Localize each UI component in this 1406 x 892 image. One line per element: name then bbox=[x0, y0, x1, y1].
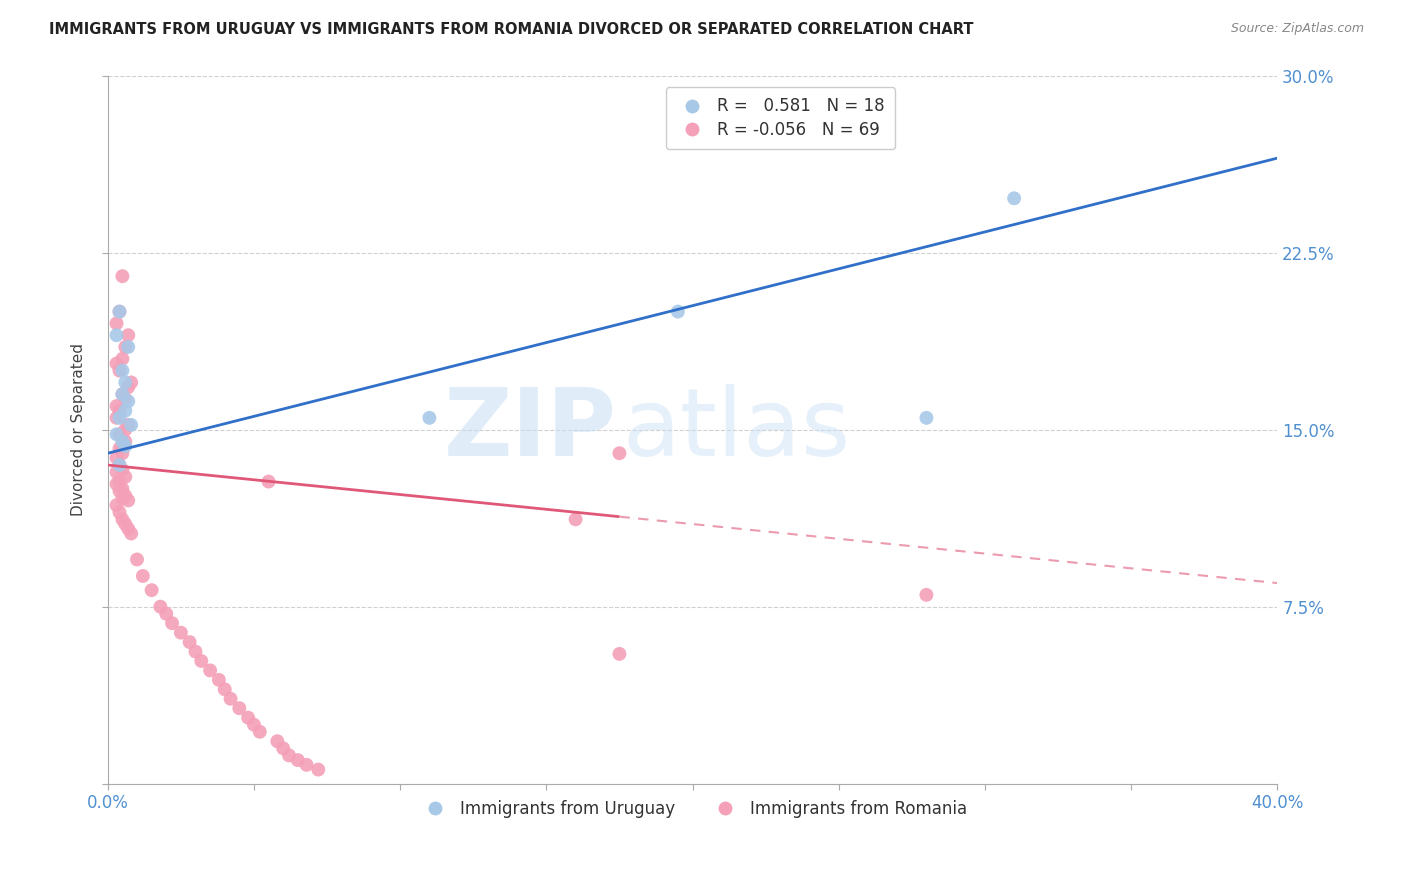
Point bbox=[108, 458, 131, 472]
Point bbox=[1002, 191, 1025, 205]
Point bbox=[141, 583, 163, 598]
Point bbox=[915, 410, 938, 425]
Point bbox=[114, 517, 136, 532]
Point bbox=[278, 748, 301, 763]
Point bbox=[117, 380, 139, 394]
Point bbox=[155, 607, 177, 621]
Point bbox=[117, 417, 139, 432]
Point bbox=[214, 682, 236, 697]
Point bbox=[120, 376, 142, 390]
Point bbox=[160, 616, 183, 631]
Point bbox=[111, 439, 134, 453]
Point bbox=[108, 442, 131, 456]
Point bbox=[114, 376, 136, 390]
Point bbox=[125, 552, 148, 566]
Point bbox=[120, 526, 142, 541]
Point bbox=[105, 477, 128, 491]
Point bbox=[184, 644, 207, 658]
Point bbox=[208, 673, 231, 687]
Point bbox=[111, 512, 134, 526]
Point bbox=[117, 328, 139, 343]
Point bbox=[108, 475, 131, 489]
Point bbox=[111, 491, 134, 505]
Point bbox=[170, 625, 193, 640]
Point bbox=[111, 387, 134, 401]
Point bbox=[117, 493, 139, 508]
Point bbox=[117, 522, 139, 536]
Point bbox=[179, 635, 201, 649]
Point bbox=[108, 363, 131, 377]
Point bbox=[236, 711, 259, 725]
Point bbox=[108, 304, 131, 318]
Point bbox=[287, 753, 309, 767]
Point bbox=[111, 387, 134, 401]
Point bbox=[198, 664, 221, 678]
Point bbox=[108, 403, 131, 417]
Point bbox=[114, 470, 136, 484]
Text: IMMIGRANTS FROM URUGUAY VS IMMIGRANTS FROM ROMANIA DIVORCED OR SEPARATED CORRELA: IMMIGRANTS FROM URUGUAY VS IMMIGRANTS FR… bbox=[49, 22, 974, 37]
Point bbox=[111, 363, 134, 377]
Text: ZIP: ZIP bbox=[444, 384, 616, 475]
Point bbox=[249, 724, 271, 739]
Point bbox=[105, 328, 128, 343]
Point bbox=[108, 483, 131, 498]
Point bbox=[307, 763, 329, 777]
Point bbox=[114, 340, 136, 354]
Point bbox=[915, 588, 938, 602]
Point bbox=[105, 498, 128, 512]
Point bbox=[219, 691, 242, 706]
Point bbox=[111, 482, 134, 496]
Point bbox=[114, 434, 136, 449]
Point bbox=[108, 304, 131, 318]
Point bbox=[105, 317, 128, 331]
Point bbox=[228, 701, 250, 715]
Point bbox=[564, 512, 586, 526]
Point bbox=[108, 505, 131, 519]
Point bbox=[105, 427, 128, 442]
Point bbox=[108, 427, 131, 442]
Point bbox=[120, 417, 142, 432]
Point bbox=[117, 340, 139, 354]
Legend: Immigrants from Uruguay, Immigrants from Romania: Immigrants from Uruguay, Immigrants from… bbox=[412, 794, 973, 825]
Point bbox=[114, 489, 136, 503]
Point bbox=[114, 392, 136, 406]
Point bbox=[111, 446, 134, 460]
Point bbox=[418, 410, 440, 425]
Point bbox=[609, 647, 631, 661]
Point bbox=[243, 717, 266, 731]
Point bbox=[111, 434, 134, 449]
Point bbox=[295, 757, 318, 772]
Point bbox=[271, 741, 294, 756]
Point bbox=[108, 458, 131, 472]
Text: Source: ZipAtlas.com: Source: ZipAtlas.com bbox=[1230, 22, 1364, 36]
Point bbox=[105, 410, 128, 425]
Point bbox=[114, 403, 136, 417]
Point bbox=[190, 654, 212, 668]
Point bbox=[111, 269, 134, 284]
Point bbox=[105, 357, 128, 371]
Point bbox=[132, 569, 155, 583]
Point bbox=[266, 734, 288, 748]
Point bbox=[105, 450, 128, 465]
Point bbox=[609, 446, 631, 460]
Point bbox=[149, 599, 172, 614]
Point bbox=[666, 304, 689, 318]
Point bbox=[105, 399, 128, 413]
Point bbox=[111, 351, 134, 366]
Point bbox=[108, 410, 131, 425]
Point bbox=[111, 463, 134, 477]
Point bbox=[105, 465, 128, 479]
Point bbox=[114, 439, 136, 453]
Point bbox=[117, 394, 139, 409]
Text: atlas: atlas bbox=[623, 384, 851, 475]
Point bbox=[257, 475, 280, 489]
Y-axis label: Divorced or Separated: Divorced or Separated bbox=[72, 343, 86, 516]
Point bbox=[114, 423, 136, 437]
